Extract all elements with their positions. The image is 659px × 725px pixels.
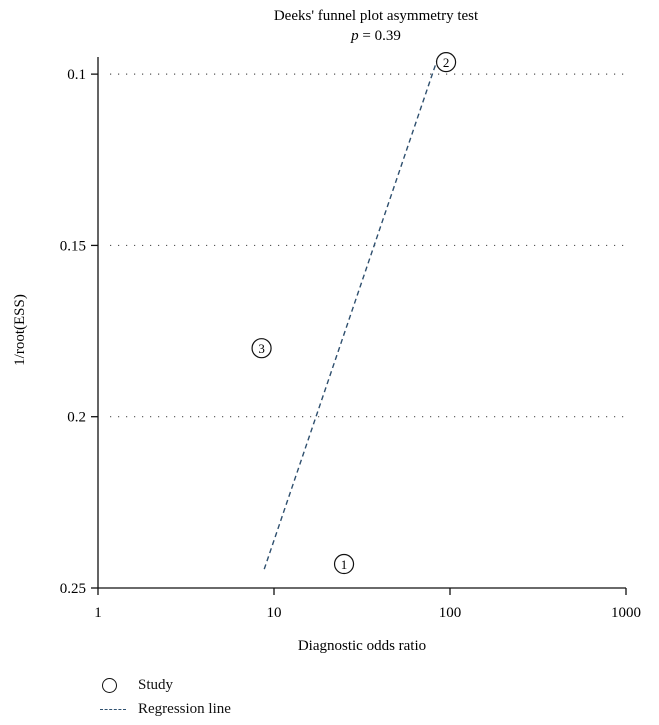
x-tick-label: 100 xyxy=(439,605,462,621)
x-tick-label: 1 xyxy=(94,605,102,621)
study-point-label-3: 3 xyxy=(258,341,265,356)
legend-label-regression: Regression line xyxy=(138,700,231,717)
x-axis-label: Diagnostic odds ratio xyxy=(298,638,426,654)
dashed-line-icon xyxy=(100,708,130,710)
legend-item-study: Study xyxy=(100,673,231,697)
legend-item-regression: Regression line xyxy=(100,697,231,721)
circle-icon xyxy=(100,677,130,693)
gridlines xyxy=(110,73,626,418)
x-tick-label: 10 xyxy=(267,605,282,621)
chart-title: Deeks' funnel plot asymmetry test xyxy=(274,8,479,24)
x-tick-label: 1000 xyxy=(611,605,641,621)
funnel-plot: Deeks' funnel plot asymmetry test p = 0.… xyxy=(12,8,641,654)
study-point-label-1: 1 xyxy=(341,557,348,572)
p-symbol: p xyxy=(350,28,359,44)
y-tick-label: 0.15 xyxy=(60,238,86,254)
chart-subtitle: p = 0.39 xyxy=(350,28,401,44)
study-point-label-2: 2 xyxy=(443,55,450,70)
p-value: = 0.39 xyxy=(359,28,401,44)
y-tick-label: 0.25 xyxy=(60,581,86,597)
data-points: 1 2 3 xyxy=(251,52,457,575)
study-point-2 xyxy=(435,52,457,73)
y-ticks: 0.1 0.15 0.2 0.25 xyxy=(60,67,98,597)
x-ticks: 1 10 100 1000 xyxy=(94,588,641,621)
study-point-3 xyxy=(251,338,272,359)
regression-line-group xyxy=(263,58,439,570)
y-tick-label: 0.1 xyxy=(67,67,86,83)
legend-label-study: Study xyxy=(138,676,174,693)
y-axis-label: 1/root(ESS) xyxy=(12,294,28,366)
regression-line xyxy=(263,58,439,570)
legend: Study Regression line xyxy=(100,673,231,721)
study-point-1 xyxy=(333,553,355,575)
y-tick-label: 0.2 xyxy=(67,410,86,426)
